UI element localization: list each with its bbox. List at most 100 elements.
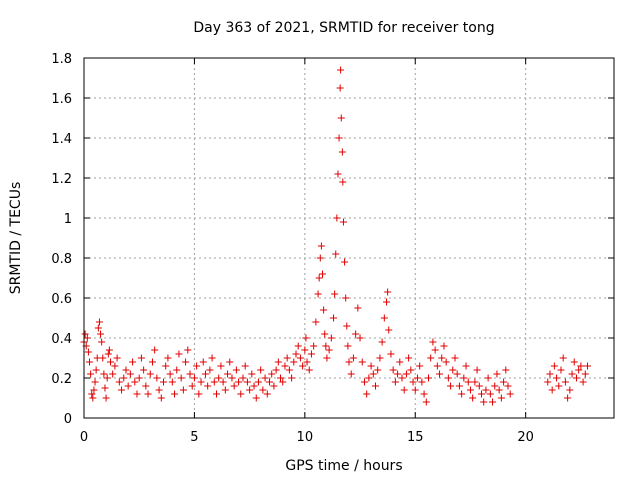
data-point: [171, 390, 179, 398]
data-point: [323, 354, 331, 362]
data-point: [182, 358, 190, 366]
x-tick-label: 20: [517, 430, 534, 445]
data-point: [288, 374, 296, 382]
data-point: [310, 342, 318, 350]
data-point: [239, 374, 247, 382]
data-point: [331, 290, 339, 298]
y-tick-label: 0.4: [51, 332, 72, 347]
data-point: [356, 334, 364, 342]
data-point: [215, 374, 223, 382]
data-point: [486, 390, 494, 398]
data-point: [349, 354, 357, 362]
data-point: [230, 382, 238, 390]
data-point: [292, 350, 300, 358]
data-point: [572, 374, 580, 382]
data-point: [140, 366, 148, 374]
data-point: [365, 374, 373, 382]
grid: [84, 58, 614, 418]
data-point: [341, 258, 349, 266]
data-point: [471, 378, 479, 386]
data-point: [160, 378, 167, 386]
data-point: [466, 386, 474, 394]
data-point: [312, 318, 320, 326]
data-point: [469, 394, 477, 402]
data-point: [497, 394, 505, 402]
data-point: [99, 354, 107, 362]
data-point: [89, 394, 97, 402]
data-point: [221, 386, 229, 394]
data-point: [416, 362, 424, 370]
data-point: [168, 378, 176, 386]
data-point: [363, 390, 371, 398]
y-tick-label: 1.8: [51, 52, 72, 67]
data-point: [413, 374, 421, 382]
data-point: [232, 366, 240, 374]
data-point: [449, 366, 457, 374]
data-point: [557, 366, 565, 374]
data-point: [322, 342, 330, 350]
data-point: [153, 374, 161, 382]
data-point: [345, 358, 353, 366]
data-point: [458, 390, 466, 398]
data-point: [137, 354, 145, 362]
data-point: [374, 366, 382, 374]
data-point: [263, 390, 271, 398]
data-point: [447, 382, 455, 390]
data-point: [188, 382, 196, 390]
data-point: [104, 350, 112, 358]
y-tick-label: 0.6: [51, 292, 72, 307]
data-point: [387, 350, 395, 358]
data-point: [544, 378, 552, 386]
data-point: [235, 378, 243, 386]
data-point: [358, 358, 366, 366]
data-point: [429, 338, 437, 346]
data-point: [584, 362, 591, 370]
x-tick-label: 10: [297, 430, 314, 445]
data-point: [548, 386, 556, 394]
data-point: [577, 362, 585, 370]
data-point: [206, 366, 214, 374]
data-point: [199, 358, 207, 366]
data-point: [407, 366, 415, 374]
x-tick-label: 5: [190, 430, 198, 445]
data-point: [337, 66, 345, 74]
data-point: [495, 386, 503, 394]
data-point: [250, 382, 258, 390]
data-point: [109, 370, 117, 378]
data-point: [337, 114, 345, 122]
data-point: [133, 390, 141, 398]
data-point: [88, 390, 96, 398]
data-point: [86, 358, 94, 366]
data-point: [333, 214, 341, 222]
data-point: [142, 382, 150, 390]
y-tick-label: 0.8: [51, 252, 72, 267]
data-point: [385, 326, 393, 334]
data-point: [442, 358, 450, 366]
data-point: [290, 358, 298, 366]
data-point: [433, 362, 441, 370]
data-point: [301, 346, 309, 354]
data-point: [164, 354, 172, 362]
data-point: [281, 362, 289, 370]
chart-title: Day 363 of 2021, SRMTID for receiver ton…: [193, 20, 494, 36]
data-point: [335, 134, 343, 142]
data-point: [135, 374, 143, 382]
data-point: [332, 250, 340, 258]
data-point: [559, 354, 567, 362]
data-point: [317, 242, 325, 250]
data-point: [568, 370, 576, 378]
data-point: [425, 374, 432, 382]
data-point: [343, 322, 351, 330]
data-point: [261, 374, 269, 382]
data-point: [506, 390, 514, 398]
data-point: [81, 330, 89, 338]
data-point: [460, 374, 468, 382]
data-point: [270, 382, 278, 390]
data-point: [303, 358, 311, 366]
data-point: [217, 362, 225, 370]
data-point: [252, 394, 260, 402]
data-point: [186, 370, 194, 378]
data-point: [380, 314, 388, 322]
data-point: [384, 288, 392, 296]
data-point: [146, 370, 154, 378]
